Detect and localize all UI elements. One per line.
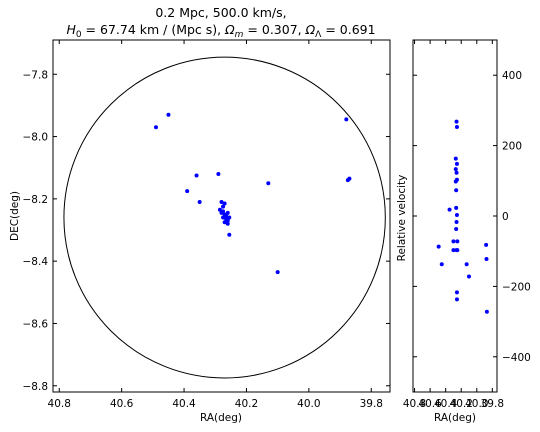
velocity-galaxy-point [454, 205, 459, 210]
sky-y-tick-label: −8.8 [23, 381, 49, 393]
sky-y-tick-label: −8.0 [23, 132, 49, 144]
title-h0-value: = 67.74 km / (Mpc s), [82, 22, 226, 37]
sky-plot-frame [52, 39, 391, 393]
velocity-galaxy-point [451, 248, 456, 253]
velocity-galaxy-point [467, 274, 471, 279]
chart-title-line1: 0.2 Mpc, 500.0 km/s, [155, 5, 286, 20]
sky-galaxy-point [185, 189, 190, 194]
velocity-x-tick-label: 40.8 [403, 398, 426, 410]
sky-galaxy-point [221, 209, 226, 214]
velocity-y-axis-label: Relative velocity [396, 175, 408, 262]
sky-galaxy-point [222, 220, 227, 225]
sky-galaxy-point [225, 221, 230, 226]
sky-galaxy-point [227, 232, 232, 237]
sky-galaxy-point [225, 218, 230, 223]
sky-y-tick-label: −8.4 [23, 256, 49, 268]
velocity-y-tick-label: 400 [502, 70, 522, 82]
velocity-x-tick-label: 40.4 [434, 398, 458, 410]
velocity-galaxy-point [454, 212, 459, 217]
velocity-galaxy-point [484, 256, 489, 261]
sky-panel: 40.8 40.6 40.4 40.2 40.0 39.8 −7.8 −8.0 −8.2 −8.4… [9, 39, 391, 424]
title-omega-lambda-value: = 0.691 [321, 22, 375, 37]
velocity-galaxy-point [453, 167, 458, 172]
title-omega-lambda-symbol: Ω [305, 22, 316, 37]
velocity-galaxy-point [439, 262, 444, 267]
sky-x-tick-label: 39.8 [360, 398, 383, 410]
title-omega-m-subscript: m [235, 30, 244, 40]
sky-galaxy-point [217, 207, 222, 212]
velocity-galaxy-point [464, 262, 469, 267]
velocity-galaxy-point [454, 290, 459, 295]
sky-galaxy-point [197, 199, 202, 204]
search-radius-circle [63, 56, 386, 379]
velocity-galaxy-point [454, 227, 459, 232]
velocity-galaxy-point [454, 124, 459, 129]
sky-x-tick-label: 40.0 [297, 398, 320, 410]
title-h0-subscript: 0 [76, 30, 82, 40]
velocity-panel: 40.840.640.440.240.039.84002000−200−400 … [396, 39, 531, 424]
sky-y-tick-label: −8.2 [23, 194, 49, 206]
sky-galaxy-point [224, 214, 229, 218]
sky-x-tick-label: 40.6 [110, 398, 134, 410]
velocity-galaxy-point [455, 239, 460, 244]
velocity-x-tick-label: 40.2 [450, 398, 473, 410]
velocity-y-tick-label: 0 [502, 211, 509, 223]
sky-x-axis-label: RA(deg) [200, 412, 242, 424]
sky-galaxy-point [166, 112, 171, 117]
velocity-galaxy-point [451, 239, 456, 244]
sky-galaxy-point [194, 173, 199, 178]
sky-galaxy-point [222, 201, 227, 206]
velocity-galaxy-point [484, 242, 489, 247]
velocity-plot-frame [412, 39, 498, 393]
velocity-y-tick-label: 200 [502, 141, 522, 153]
sky-galaxy-point [347, 176, 352, 181]
velocity-galaxy-point [436, 244, 441, 249]
sky-x-tick-label: 40.2 [235, 398, 258, 410]
title-omega-lambda-subscript: Λ [315, 30, 322, 40]
sky-y-tick-label: −8.6 [23, 318, 49, 330]
title-omega-m-value: = 0.307, [243, 22, 305, 37]
sky-galaxy-point [216, 171, 221, 176]
velocity-x-axis-label: RA(deg) [434, 412, 476, 424]
sky-galaxy-point [344, 117, 349, 122]
sky-galaxy-point [219, 199, 224, 204]
title-omega-m-symbol: Ω [224, 22, 235, 37]
velocity-x-tick-label: 40.0 [465, 398, 488, 410]
sky-y-axis-label: DEC(deg) [9, 191, 21, 241]
velocity-x-tick-label: 40.6 [418, 398, 442, 410]
sky-y-tick-label: −7.8 [23, 69, 49, 81]
sky-galaxy-point [221, 215, 226, 220]
velocity-galaxy-point [454, 119, 459, 124]
sky-galaxy-point [266, 181, 271, 186]
velocity-galaxy-point [454, 170, 459, 175]
title-h0-symbol: H [66, 22, 76, 37]
velocity-galaxy-point [455, 248, 460, 253]
sky-x-tick-label: 40.8 [48, 398, 71, 410]
sky-galaxy-point [227, 215, 232, 220]
velocity-galaxy-point [447, 207, 452, 212]
velocity-galaxy-point [453, 156, 458, 161]
velocity-galaxy-point [454, 161, 459, 166]
velocity-galaxy-point [484, 309, 489, 314]
velocity-y-tick-label: −200 [502, 281, 531, 293]
sky-x-tick-label: 40.4 [172, 398, 196, 410]
velocity-galaxy-point [454, 297, 459, 302]
velocity-y-tick-label: −400 [502, 352, 531, 364]
velocity-galaxy-point [453, 179, 458, 184]
sky-galaxy-point [153, 125, 158, 130]
chart-title-line2: H0 = 67.74 km / (Mpc s), Ωm = 0.307, ΩΛ … [66, 22, 375, 40]
sky-galaxy-point [225, 210, 230, 215]
velocity-galaxy-point [454, 188, 459, 193]
velocity-galaxy-point [454, 219, 459, 224]
sky-galaxy-point [275, 270, 280, 275]
sky-galaxy-point [221, 204, 226, 209]
velocity-x-tick-label: 39.8 [481, 398, 504, 410]
